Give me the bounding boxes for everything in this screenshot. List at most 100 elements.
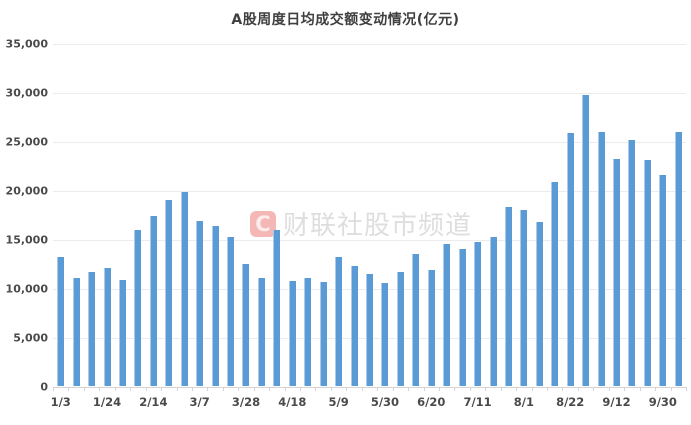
x-axis-tickmark xyxy=(516,386,518,391)
bar xyxy=(674,132,682,387)
bar xyxy=(350,266,358,387)
bar xyxy=(335,257,343,387)
x-axis-tickmark xyxy=(53,386,54,391)
gridline xyxy=(53,44,686,45)
x-axis-tick-label: 1/24 xyxy=(92,394,122,409)
x-axis-tickmark xyxy=(377,386,379,391)
x-axis-tickmark xyxy=(608,386,610,391)
watermark-text: 财联社股市频道 xyxy=(283,211,473,241)
x-axis-tickmark xyxy=(145,386,147,391)
x-axis-tickmark xyxy=(593,386,595,391)
y-axis-tick-label: 5,000 xyxy=(13,331,48,345)
bar xyxy=(474,241,482,387)
x-axis-tickmark xyxy=(207,386,209,391)
bar xyxy=(551,181,559,387)
y-axis-tick-label: 25,000 xyxy=(5,135,48,149)
bar xyxy=(196,221,204,387)
x-axis-tickmark xyxy=(161,386,163,391)
chart-title: A股周度日均成交额变动情况(亿元) xyxy=(231,12,460,28)
x-axis-tick-label: 3/7 xyxy=(189,394,210,409)
x-axis-tickmark xyxy=(114,386,116,391)
y-axis-tick-label: 20,000 xyxy=(5,184,48,198)
x-axis-tickmark xyxy=(408,386,410,391)
bar xyxy=(180,191,188,387)
gridline xyxy=(53,190,686,192)
bar xyxy=(535,222,543,387)
x-axis-tickmark xyxy=(655,386,657,391)
bar xyxy=(412,254,420,387)
x-axis-tickmark xyxy=(454,386,456,391)
x-axis-tickmark xyxy=(531,386,533,391)
x-axis-tickmark xyxy=(562,386,564,391)
bar xyxy=(427,270,435,387)
bar xyxy=(381,282,389,387)
y-axis-tick-label: 30,000 xyxy=(5,86,48,100)
x-axis-tickmark xyxy=(83,386,85,391)
bar xyxy=(520,210,528,387)
x-axis-tickmark xyxy=(577,386,579,391)
x-axis-tickmark xyxy=(423,386,425,391)
x-axis-tickmark xyxy=(315,386,317,391)
bar xyxy=(613,159,621,387)
x-axis-tick-label: 6/20 xyxy=(417,394,446,409)
bar xyxy=(149,216,157,387)
x-axis-tickmark xyxy=(361,386,363,391)
bar xyxy=(273,229,281,387)
x-axis-tick-label: 5/9 xyxy=(328,394,349,409)
bar xyxy=(319,281,327,387)
x-axis-tick-label: 4/18 xyxy=(278,394,307,409)
x-axis-tickmark xyxy=(222,386,224,391)
x-axis-tickmark xyxy=(547,386,549,391)
x-axis-tickmark xyxy=(99,386,101,391)
x-axis-tickmark xyxy=(253,386,255,391)
x-axis-tickmark xyxy=(176,386,178,391)
x-axis-tickmark xyxy=(300,386,302,391)
x-axis-tickmark xyxy=(269,386,271,391)
x-axis-tickmark xyxy=(438,386,440,391)
x-axis-tick-label: 9/30 xyxy=(648,394,677,409)
x-axis-tick-label: 8/22 xyxy=(556,394,585,409)
x-axis-tickmark xyxy=(485,386,487,391)
x-axis-tickmark xyxy=(284,386,286,391)
bar xyxy=(103,268,111,387)
x-axis-tickmark xyxy=(670,386,672,391)
watermark: C 财联社股市频道 xyxy=(250,205,472,242)
bar xyxy=(257,277,265,387)
x-axis-line xyxy=(53,386,686,388)
y-axis-tick-label: 15,000 xyxy=(5,233,48,247)
x-axis-tickmark xyxy=(624,386,626,391)
bar xyxy=(118,279,126,387)
bar xyxy=(57,257,65,387)
bar xyxy=(134,229,142,387)
x-axis-tickmark xyxy=(469,386,471,391)
bar xyxy=(72,277,80,387)
x-axis-tick-label: 8/1 xyxy=(513,394,534,409)
x-axis-tickmark xyxy=(330,386,332,391)
gridline xyxy=(53,92,686,94)
bar xyxy=(628,139,636,387)
bar xyxy=(366,273,373,387)
bar xyxy=(88,272,96,387)
x-axis-tick-label: 1/3 xyxy=(50,394,71,409)
x-axis-tickmark xyxy=(392,386,394,391)
gridline xyxy=(53,141,686,143)
y-axis-tick-label: 10,000 xyxy=(5,282,48,296)
bar xyxy=(227,236,235,387)
bar xyxy=(566,133,574,387)
x-axis-tickmark xyxy=(191,386,193,391)
x-axis-tickmark xyxy=(500,386,502,391)
bar xyxy=(288,280,296,387)
bar xyxy=(489,236,497,387)
x-axis-tickmark xyxy=(639,386,641,391)
bar xyxy=(304,277,312,387)
y-axis-tick-label: 0 xyxy=(40,380,48,393)
x-axis-tickmark xyxy=(346,386,348,391)
bar xyxy=(443,243,451,387)
bar xyxy=(582,94,590,387)
x-axis-tick-label: 2/14 xyxy=(139,394,168,409)
y-axis-tick-label: 35,000 xyxy=(5,37,48,51)
x-axis-tick-label: 9/12 xyxy=(602,394,631,409)
bar xyxy=(643,160,651,387)
